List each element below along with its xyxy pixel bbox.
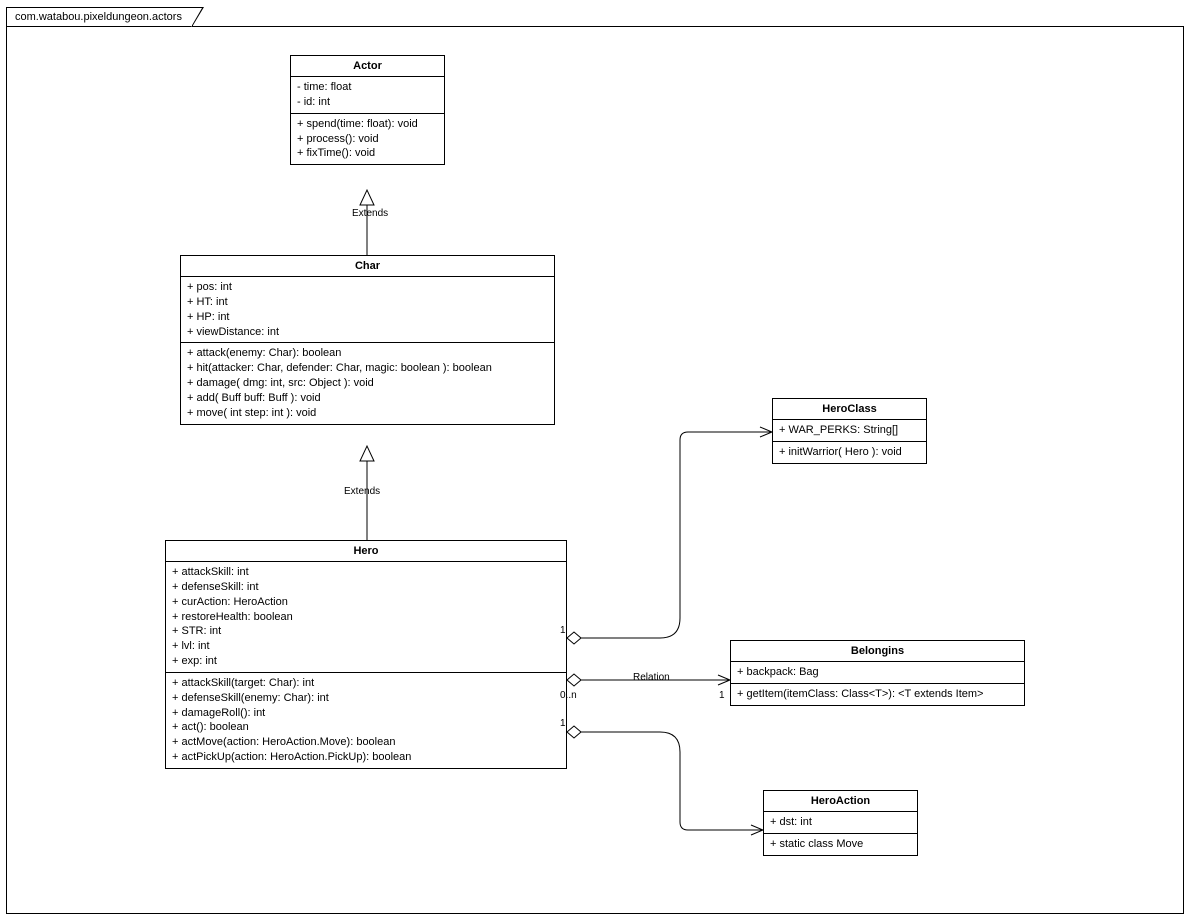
op: + attack(enemy: Char): boolean (187, 346, 548, 361)
attr: - id: int (297, 95, 438, 110)
extends-label: Extends (344, 486, 380, 497)
attr: + attackSkill: int (172, 565, 560, 580)
attr: + STR: int (172, 624, 560, 639)
attributes: + backpack: Bag (731, 662, 1024, 684)
multiplicity: 1 (560, 718, 566, 729)
op: + act(): boolean (172, 720, 560, 735)
attr: + curAction: HeroAction (172, 595, 560, 610)
operations: + initWarrior( Hero ): void (773, 442, 926, 463)
class-name: HeroClass (773, 399, 926, 420)
op: + attackSkill(target: Char): int (172, 676, 560, 691)
class-actor: Actor - time: float - id: int + spend(ti… (290, 55, 445, 165)
op: + spend(time: float): void (297, 117, 438, 132)
package-frame: com.watabou.pixeldungeon.actors (6, 26, 1184, 914)
class-name: Hero (166, 541, 566, 562)
attributes: - time: float - id: int (291, 77, 444, 114)
op: + getItem(itemClass: Class<T>): <T exten… (737, 687, 1018, 702)
attr: + restoreHealth: boolean (172, 610, 560, 625)
operations: + attackSkill(target: Char): int + defen… (166, 673, 566, 768)
op: + static class Move (770, 837, 911, 852)
class-hero: Hero + attackSkill: int + defenseSkill: … (165, 540, 567, 769)
attributes: + attackSkill: int + defenseSkill: int +… (166, 562, 566, 673)
uml-canvas: com.watabou.pixeldungeon.actors Actor - … (0, 0, 1191, 901)
class-heroaction: HeroAction + dst: int + static class Mov… (763, 790, 918, 856)
multiplicity: 1 (719, 690, 725, 701)
attr: - time: float (297, 80, 438, 95)
op: + damage( dmg: int, src: Object ): void (187, 376, 548, 391)
class-heroclass: HeroClass + WAR_PERKS: String[] + initWa… (772, 398, 927, 464)
class-name: HeroAction (764, 791, 917, 812)
relation-label: Relation (633, 672, 670, 683)
class-name: Belongins (731, 641, 1024, 662)
attr: + defenseSkill: int (172, 580, 560, 595)
operations: + attack(enemy: Char): boolean + hit(att… (181, 343, 554, 423)
op: + initWarrior( Hero ): void (779, 445, 920, 460)
attr: + pos: int (187, 280, 548, 295)
op: + actPickUp(action: HeroAction.PickUp): … (172, 750, 560, 765)
attr: + exp: int (172, 654, 560, 669)
attr: + HP: int (187, 310, 548, 325)
extends-label: Extends (352, 208, 388, 219)
package-name: com.watabou.pixeldungeon.actors (15, 11, 182, 23)
op: + hit(attacker: Char, defender: Char, ma… (187, 361, 548, 376)
op: + damageRoll(): int (172, 706, 560, 721)
op: + process(): void (297, 132, 438, 147)
attributes: + dst: int (764, 812, 917, 834)
attr: + HT: int (187, 295, 548, 310)
attr: + dst: int (770, 815, 911, 830)
attr: + WAR_PERKS: String[] (779, 423, 920, 438)
op: + fixTime(): void (297, 146, 438, 161)
op: + actMove(action: HeroAction.Move): bool… (172, 735, 560, 750)
op: + defenseSkill(enemy: Char): int (172, 691, 560, 706)
op: + add( Buff buff: Buff ): void (187, 391, 548, 406)
attr: + lvl: int (172, 639, 560, 654)
class-name: Char (181, 256, 554, 277)
class-belongings: Belongins + backpack: Bag + getItem(item… (730, 640, 1025, 706)
attr: + viewDistance: int (187, 325, 548, 340)
attributes: + WAR_PERKS: String[] (773, 420, 926, 442)
class-name: Actor (291, 56, 444, 77)
class-char: Char + pos: int + HT: int + HP: int + vi… (180, 255, 555, 425)
attributes: + pos: int + HT: int + HP: int + viewDis… (181, 277, 554, 343)
multiplicity: 0..n (560, 690, 577, 701)
operations: + static class Move (764, 834, 917, 855)
package-name-tab: com.watabou.pixeldungeon.actors (6, 7, 193, 26)
attr: + backpack: Bag (737, 665, 1018, 680)
multiplicity: 1 (560, 625, 566, 636)
op: + move( int step: int ): void (187, 406, 548, 421)
operations: + getItem(itemClass: Class<T>): <T exten… (731, 684, 1024, 705)
operations: + spend(time: float): void + process(): … (291, 114, 444, 165)
